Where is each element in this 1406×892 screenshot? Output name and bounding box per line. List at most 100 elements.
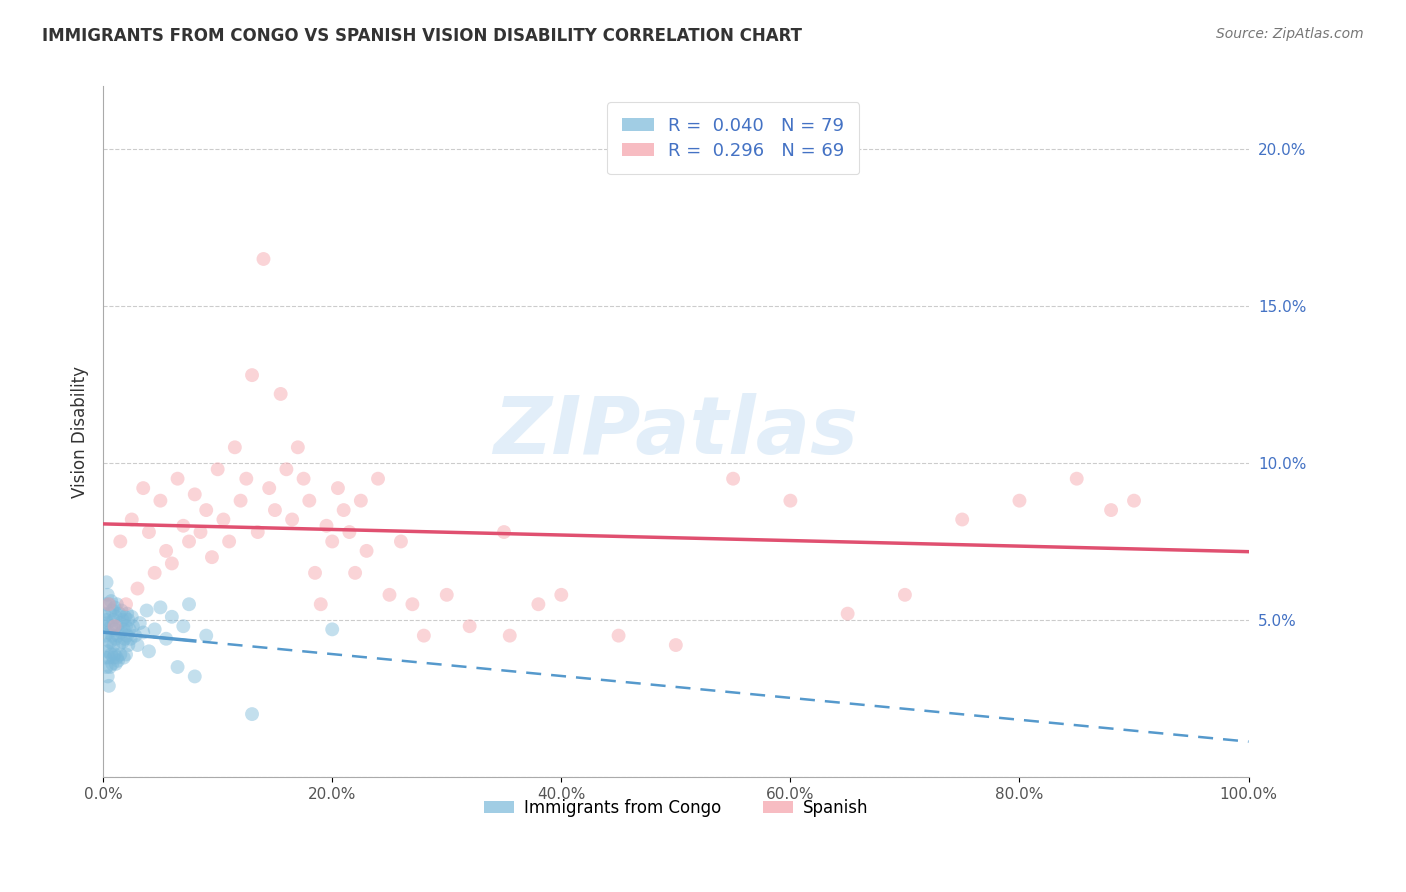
Point (172, 518, 194, 533)
Point (93, 619, 115, 633)
Point (94, 597, 117, 611)
Point (160, 557, 183, 571)
Point (127, 582, 149, 596)
Point (309, 597, 332, 611)
Point (527, 597, 550, 611)
Point (117, 638, 139, 652)
Point (218, 534, 240, 549)
Point (93, 607, 115, 621)
Point (350, 493, 373, 508)
Point (96, 638, 118, 652)
Point (321, 534, 343, 549)
Point (103, 600, 125, 615)
Point (321, 623, 343, 637)
Point (339, 524, 361, 539)
Point (103, 623, 125, 637)
Point (550, 588, 572, 602)
Point (378, 588, 401, 602)
Point (100, 648, 122, 662)
Point (111, 635, 134, 649)
Point (105, 650, 128, 665)
Point (240, 368, 263, 383)
Point (103, 619, 125, 633)
Point (107, 629, 129, 643)
Point (110, 603, 132, 617)
Point (195, 629, 218, 643)
Point (270, 387, 292, 401)
Point (103, 650, 125, 665)
Point (120, 632, 142, 646)
Point (201, 550, 224, 565)
Point (149, 493, 172, 508)
Point (166, 660, 188, 674)
Point (492, 524, 515, 539)
Point (97, 616, 120, 631)
Point (110, 616, 132, 631)
Point (115, 648, 138, 662)
Point (110, 625, 132, 640)
Point (229, 493, 252, 508)
Point (356, 544, 378, 558)
Point (115, 597, 138, 611)
Point (190, 524, 212, 539)
Point (257, 481, 280, 495)
Point (138, 644, 160, 658)
Point (101, 657, 124, 671)
Point (115, 619, 138, 633)
Point (276, 462, 298, 476)
Point (105, 597, 128, 611)
Point (281, 512, 304, 526)
Point (97, 588, 120, 602)
Point (103, 638, 125, 652)
Point (108, 607, 131, 621)
Point (389, 534, 412, 549)
Point (98, 660, 121, 674)
Point (97, 625, 120, 640)
Point (96, 575, 118, 590)
Point (97, 650, 120, 665)
Point (111, 613, 134, 627)
Point (160, 609, 183, 624)
Point (97, 644, 120, 658)
Point (104, 657, 127, 671)
Point (104, 609, 127, 624)
Point (122, 619, 145, 633)
Point (94, 650, 117, 665)
Point (264, 503, 287, 517)
Point (117, 613, 139, 627)
Point (155, 632, 177, 646)
Point (114, 609, 136, 624)
Point (1099, 503, 1122, 517)
Point (287, 440, 309, 454)
Point (344, 566, 367, 580)
Point (207, 462, 229, 476)
Point (121, 512, 143, 526)
Point (118, 623, 141, 637)
Point (103, 613, 125, 627)
Y-axis label: Vision Disability: Vision Disability (72, 366, 89, 498)
Point (149, 600, 172, 615)
Point (97, 597, 120, 611)
Text: ZIPatlas: ZIPatlas (494, 392, 858, 471)
Point (177, 597, 200, 611)
Point (1066, 472, 1088, 486)
Point (779, 493, 801, 508)
Point (97, 669, 120, 683)
Text: Source: ZipAtlas.com: Source: ZipAtlas.com (1216, 27, 1364, 41)
Point (252, 252, 274, 266)
Point (135, 603, 157, 617)
Point (100, 594, 122, 608)
Point (721, 472, 744, 486)
Point (401, 597, 423, 611)
Point (143, 566, 166, 580)
Point (235, 472, 257, 486)
Point (326, 481, 349, 495)
Point (112, 650, 135, 665)
Point (98, 635, 121, 649)
Point (132, 625, 155, 640)
Point (96, 613, 118, 627)
Point (100, 619, 122, 633)
Point (412, 629, 434, 643)
Point (94, 629, 117, 643)
Point (315, 518, 337, 533)
